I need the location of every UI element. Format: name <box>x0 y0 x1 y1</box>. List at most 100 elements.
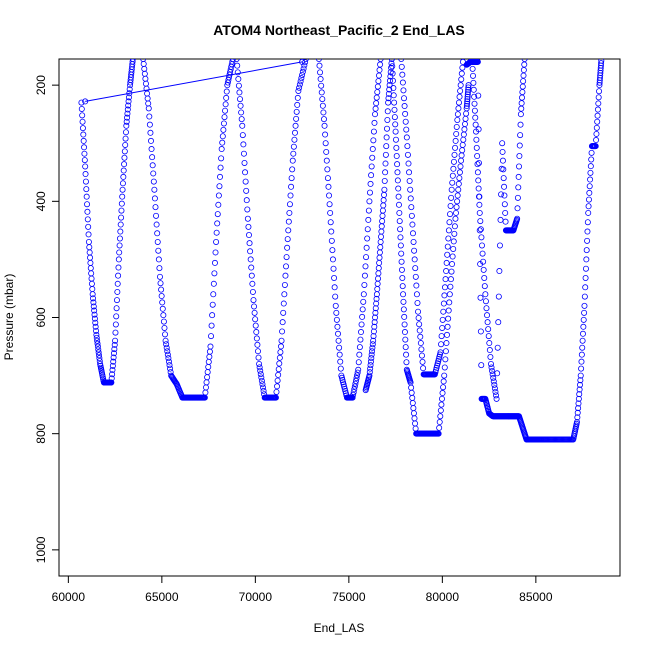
data-point <box>519 89 526 96</box>
data-point <box>361 272 368 279</box>
data-point <box>575 400 582 407</box>
data-point <box>118 207 125 214</box>
data-point <box>372 309 379 316</box>
data-point <box>382 169 389 176</box>
data-point <box>125 98 132 105</box>
data-point <box>119 193 126 200</box>
data-point <box>112 329 119 336</box>
data-point <box>407 195 414 202</box>
data-point <box>155 247 162 254</box>
data-point <box>109 367 116 374</box>
data-point <box>254 348 261 355</box>
data-point <box>514 215 521 222</box>
data-point <box>377 59 384 62</box>
data-point <box>259 381 266 388</box>
data-point <box>581 302 588 309</box>
data-point <box>88 275 95 282</box>
data-point <box>517 132 524 139</box>
data-point <box>257 371 264 378</box>
data-point <box>165 358 172 365</box>
data-point <box>499 148 506 155</box>
data-point <box>453 130 460 137</box>
x-tick-label: 60000 <box>52 590 86 604</box>
data-point <box>485 333 492 340</box>
data-point <box>371 323 378 330</box>
data-point <box>584 219 591 226</box>
data-point <box>403 134 410 141</box>
data-point <box>593 124 600 131</box>
data-point <box>501 183 508 190</box>
series-8 <box>463 59 605 443</box>
data-point <box>400 291 407 298</box>
data-point <box>593 130 600 137</box>
data-point <box>331 274 338 281</box>
data-point <box>349 394 356 401</box>
data-point <box>382 160 389 167</box>
data-point <box>478 234 485 241</box>
data-point <box>340 379 347 386</box>
data-point <box>596 88 603 95</box>
data-point <box>409 221 416 228</box>
data-point <box>272 394 279 401</box>
data-point <box>93 331 100 338</box>
data-point <box>582 265 589 272</box>
plot-frame <box>58 58 621 577</box>
data-point <box>276 360 283 367</box>
data-point <box>279 319 286 326</box>
data-point <box>478 242 485 249</box>
data-point <box>212 249 219 256</box>
data-point <box>487 360 494 367</box>
data-point <box>593 137 600 144</box>
data-point <box>515 173 522 180</box>
data-point <box>242 169 249 176</box>
data-point <box>450 158 457 165</box>
data-point <box>373 300 380 307</box>
data-point <box>476 227 483 234</box>
data-point <box>383 143 390 150</box>
data-point <box>285 227 292 234</box>
y-tick-label: 600 <box>34 307 48 327</box>
data-point <box>278 337 285 344</box>
data-point <box>204 374 211 381</box>
data-point <box>284 244 291 251</box>
data-point <box>476 209 483 216</box>
data-point <box>592 143 599 150</box>
data-point <box>219 133 226 140</box>
data-point <box>247 256 254 263</box>
data-point <box>432 367 439 374</box>
data-point <box>575 405 582 412</box>
data-point <box>403 126 410 133</box>
data-point <box>205 363 212 370</box>
data-point <box>479 250 486 257</box>
data-point <box>477 218 484 225</box>
data-point <box>474 59 481 65</box>
data-point <box>116 242 123 249</box>
x-axis-title: End_LAS <box>314 621 365 635</box>
data-point <box>575 395 582 402</box>
data-point <box>454 198 461 205</box>
data-point <box>370 333 377 340</box>
data-point <box>381 191 388 198</box>
data-point <box>334 330 341 337</box>
data-point <box>119 186 126 193</box>
data-point <box>374 89 381 96</box>
data-point <box>333 316 340 323</box>
data-point <box>222 101 229 108</box>
data-point <box>89 291 96 298</box>
data-point <box>514 205 521 212</box>
data-point <box>459 59 466 65</box>
data-point <box>383 125 390 132</box>
data-point <box>95 349 102 356</box>
data-point <box>251 303 258 310</box>
data-point <box>83 193 90 200</box>
data-point <box>320 109 327 116</box>
data-point <box>217 164 224 171</box>
data-point <box>321 122 328 129</box>
data-point <box>213 238 220 245</box>
data-point <box>587 176 594 183</box>
data-point <box>416 327 423 334</box>
data-point <box>521 61 528 68</box>
data-point <box>483 305 490 312</box>
data-point <box>218 155 225 162</box>
data-point <box>337 358 344 365</box>
